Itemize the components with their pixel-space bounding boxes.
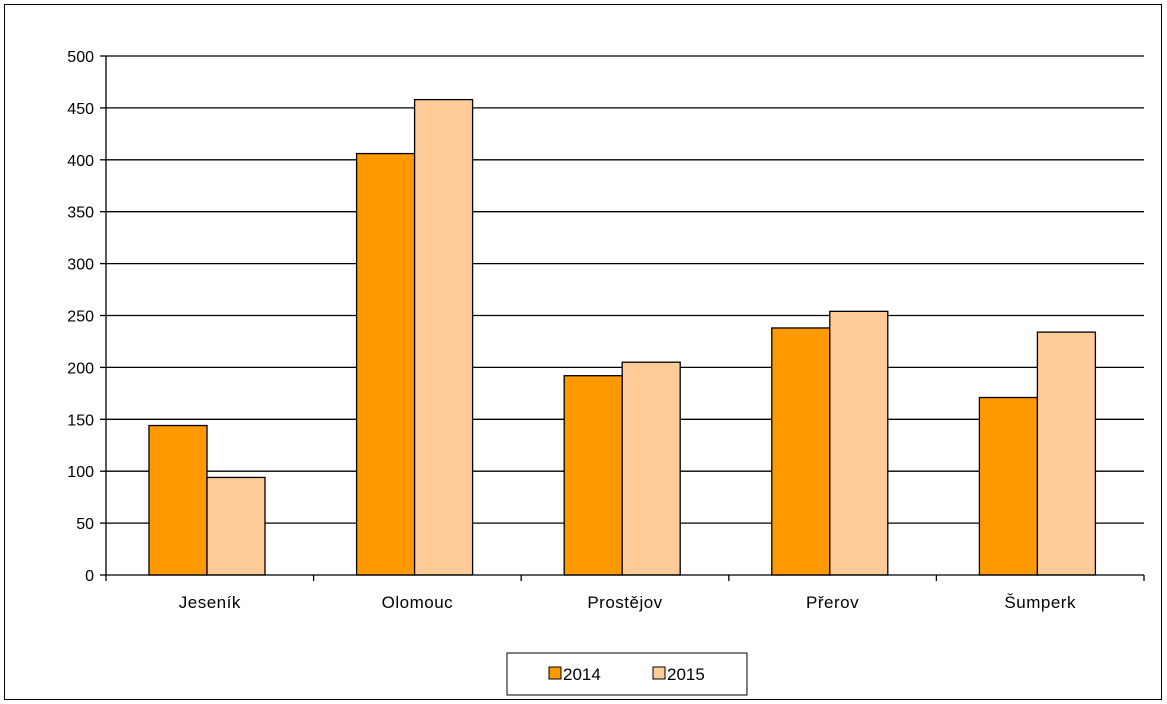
bar-2015-přerov <box>829 310 889 576</box>
gridlines <box>106 55 1144 524</box>
y-tick-label: 300 <box>67 257 94 274</box>
category-label: Olomouc <box>382 593 454 612</box>
y-tick-label: 400 <box>67 153 94 170</box>
legend-label-2014: 2014 <box>563 665 601 684</box>
legend-swatch-2015 <box>652 666 666 680</box>
category-label: Šumperk <box>1004 593 1076 612</box>
bar-2014-šumperk <box>978 396 1039 576</box>
axes <box>100 55 1145 581</box>
bar-2014-přerov <box>771 327 831 576</box>
bar-2015-prostějov <box>621 361 681 576</box>
legend-box <box>506 652 748 696</box>
y-tick-label: 50 <box>76 516 94 533</box>
bar-2014-prostějov <box>563 375 623 576</box>
y-tick-label: 100 <box>67 464 94 481</box>
bar-2015-jeseník <box>206 476 266 576</box>
y-tick-label: 450 <box>67 101 94 118</box>
bar-2014-olomouc <box>355 152 416 576</box>
category-label: Prostějov <box>587 593 662 612</box>
y-tick-label: 500 <box>67 49 94 66</box>
x-tick-labels: Jeseník Olomouc Prostějov Přerov Šumperk <box>179 593 1076 612</box>
category-label: Přerov <box>806 593 859 612</box>
y-tick-labels: 0 50 100 150 200 250 300 350 400 450 500 <box>67 49 94 585</box>
y-tick-label: 350 <box>67 205 94 222</box>
bar-2015-šumperk <box>1036 331 1097 576</box>
bar-2015-olomouc <box>413 98 474 576</box>
legend-label-2015: 2015 <box>667 665 705 684</box>
legend-swatch-2014 <box>548 666 562 680</box>
chart-frame <box>4 4 1162 700</box>
legend: 2014 2015 <box>506 652 748 696</box>
category-label: Jeseník <box>179 593 241 612</box>
y-tick-label: 250 <box>67 309 94 326</box>
y-tick-label: 200 <box>67 360 94 377</box>
bar-2014-jeseník <box>148 424 208 576</box>
bars <box>148 98 1097 576</box>
y-tick-label: 150 <box>67 412 94 429</box>
y-tick-label: 0 <box>85 568 94 585</box>
